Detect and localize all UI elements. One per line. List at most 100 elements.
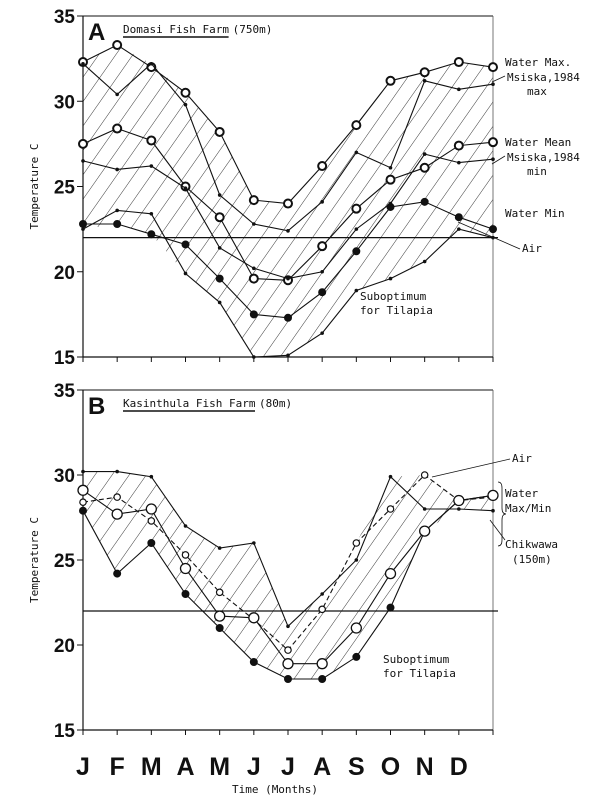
y-tick-label: 20 <box>54 636 75 657</box>
data-point <box>284 675 292 683</box>
data-point <box>316 658 328 670</box>
data-point <box>352 539 361 547</box>
data-point <box>183 186 188 191</box>
month-label: A <box>313 753 331 781</box>
data-point <box>318 675 327 683</box>
data-point <box>457 227 461 231</box>
series-water-max <box>81 469 495 629</box>
data-point <box>252 355 256 359</box>
data-point <box>284 313 292 322</box>
suboptimum-label: Suboptimum <box>360 290 427 303</box>
month-label: S <box>348 753 365 781</box>
month-label: A <box>176 753 194 781</box>
legend-label: Chikwawa <box>505 538 558 551</box>
legend-label: (150m) <box>512 553 552 566</box>
data-point <box>422 78 427 83</box>
chart-title-suffix: (750m) <box>233 23 273 36</box>
chart-title: Kasinthula Fish Farm <box>123 397 256 410</box>
data-point <box>113 569 122 578</box>
data-point <box>183 271 188 276</box>
data-point <box>78 138 88 149</box>
data-point <box>112 123 123 134</box>
data-point <box>320 269 324 274</box>
y-tick-label: 20 <box>54 263 75 284</box>
month-label: F <box>110 753 125 781</box>
data-point <box>252 266 256 271</box>
suboptimum-label: Suboptimum <box>383 653 450 666</box>
legend-leader-line <box>491 75 506 83</box>
y-tick-label: 15 <box>54 348 76 369</box>
data-point <box>282 658 294 670</box>
data-point <box>352 247 361 256</box>
data-point <box>422 259 427 264</box>
legend-label: Msiska,1984 <box>507 71 580 84</box>
data-point <box>149 211 154 216</box>
legend-leader-line <box>431 458 511 478</box>
data-point <box>488 62 498 73</box>
legend-label: Water <box>505 487 538 500</box>
data-point <box>419 525 431 537</box>
suboptimum-label: for Tilapia <box>360 304 433 317</box>
series-water-mean <box>78 123 498 286</box>
month-label: J <box>76 753 90 781</box>
data-point <box>113 493 121 501</box>
data-point <box>284 646 292 654</box>
data-point <box>113 220 122 229</box>
y-tick-label: 35 <box>54 381 76 402</box>
data-point <box>422 152 427 156</box>
data-point <box>183 524 188 528</box>
y-tick-label: 25 <box>54 178 76 199</box>
legend-label: Msiska,1984 <box>507 151 580 164</box>
data-point <box>283 198 293 209</box>
legend-leader-line <box>491 155 506 165</box>
data-point <box>217 300 222 305</box>
data-point <box>77 484 89 496</box>
hatched-range-band <box>83 471 493 679</box>
data-point <box>320 200 324 204</box>
data-point <box>385 75 396 86</box>
data-point <box>318 288 327 297</box>
series-chikwawa-150m- <box>77 484 499 670</box>
data-point <box>491 82 495 86</box>
month-label: O <box>381 753 400 781</box>
data-point <box>320 592 324 596</box>
data-point <box>81 61 85 66</box>
data-point <box>318 605 326 614</box>
month-label: J <box>281 753 295 781</box>
data-point <box>388 276 393 281</box>
y-tick-label: 35 <box>54 7 76 28</box>
data-point <box>79 498 87 507</box>
panel-letter: A <box>88 19 105 46</box>
data-point <box>147 230 156 239</box>
data-point <box>181 551 190 559</box>
data-point <box>422 507 427 511</box>
data-point <box>115 167 119 172</box>
series-msiska-1984-max <box>81 61 495 233</box>
data-point <box>317 161 328 172</box>
data-point <box>489 225 497 234</box>
data-point <box>249 310 258 319</box>
data-point <box>354 558 359 562</box>
legend-label: max <box>527 85 547 98</box>
hatched-range-band <box>83 44 493 358</box>
data-point <box>351 203 362 214</box>
data-point <box>149 474 154 479</box>
y-axis-label: Temperature C <box>28 517 41 603</box>
month-label: M <box>209 753 230 781</box>
data-point <box>286 624 290 629</box>
data-point <box>317 241 328 252</box>
data-point <box>384 567 397 580</box>
data-point <box>420 197 429 206</box>
data-point <box>217 246 222 250</box>
data-point <box>487 489 499 502</box>
data-point <box>457 160 461 165</box>
data-point <box>252 541 256 545</box>
data-point <box>149 164 154 168</box>
data-point <box>79 506 87 515</box>
chart-title: Domasi Fish Farm <box>123 23 229 36</box>
data-point <box>217 546 222 550</box>
series-air <box>81 208 495 359</box>
legend-label: Water Min <box>505 207 565 220</box>
